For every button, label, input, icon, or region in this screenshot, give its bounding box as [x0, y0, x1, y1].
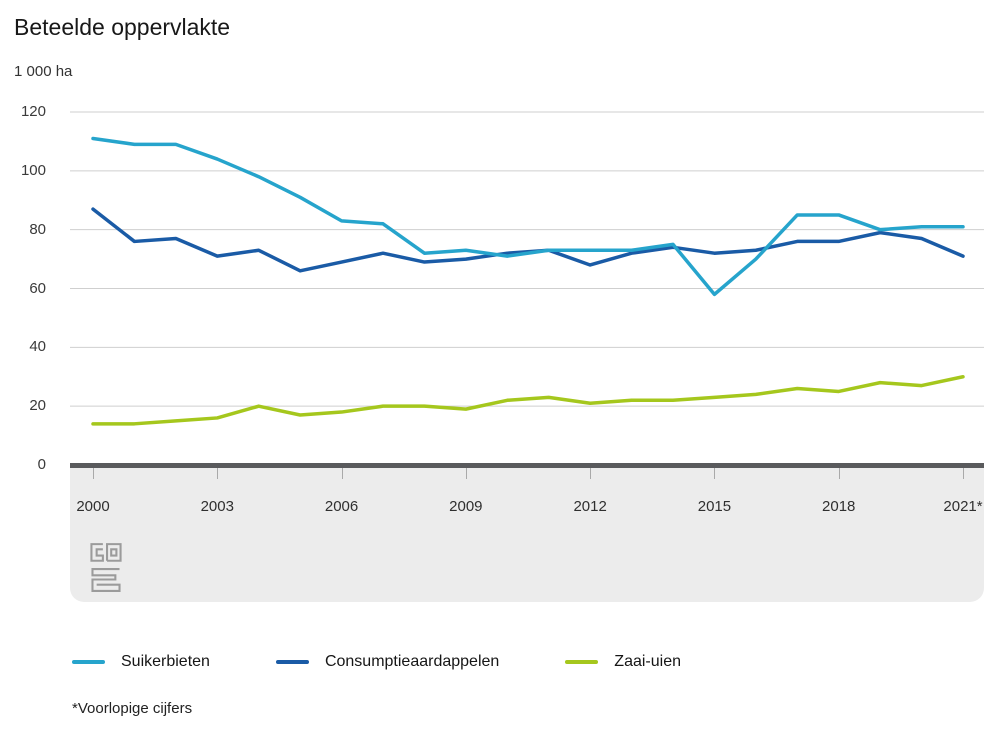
chart-title: Beteelde oppervlakte: [14, 14, 231, 40]
legend-swatch-consumptieaardappelen: [275, 660, 309, 664]
x-tick-label: 2021*: [943, 498, 983, 515]
x-tick-label: 2000: [76, 498, 110, 515]
y-tick-label: 0: [37, 456, 46, 473]
series-line-suikerbieten: [91, 136, 965, 297]
series-line-consumptieaardappelen: [91, 207, 965, 273]
x-tick-mark: [93, 468, 94, 479]
x-tick-label: 2009: [449, 498, 483, 515]
x-tick-mark: [465, 468, 467, 479]
legend-item-consumptieaardappelen: Consumptieaardappelen: [275, 653, 500, 671]
legend-item-suikerbieten: Suikerbieten: [72, 653, 210, 671]
x-tick-label: 2018: [822, 498, 856, 515]
x-tick-label: 2012: [573, 498, 607, 515]
x-axis-line: [70, 463, 984, 468]
x-tick-mark: [217, 468, 219, 479]
x-tick-mark: [963, 468, 964, 479]
y-tick-label: 80: [29, 220, 46, 238]
footnote: *Voorlopige cijfers: [72, 700, 193, 717]
chart-legend: Suikerbieten Consumptieaardappelen Zaai-…: [72, 653, 681, 671]
cbs-logo-icon: [90, 543, 122, 592]
legend-label-suikerbieten: Suikerbieten: [121, 653, 210, 670]
x-axis-band: 2000 2003 2006 2009 2012 2015 2018 2021*: [70, 468, 984, 602]
x-tick-mark: [714, 468, 716, 479]
x-tick-label: 2015: [697, 498, 732, 515]
x-tick-mark: [838, 468, 840, 479]
y-axis-unit-label: 1 000 ha: [14, 63, 73, 80]
x-tick-mark: [590, 468, 592, 479]
x-tick-label: 2003: [200, 498, 234, 515]
legend-swatch-zaai-uien: [565, 660, 599, 664]
series-line-zaai-uien: [91, 375, 965, 426]
y-tick-label: 40: [29, 338, 46, 356]
legend-swatch-suikerbieten: [72, 660, 105, 664]
y-tick-label: 60: [29, 279, 46, 297]
legend-item-zaai-uien: Zaai-uien: [565, 653, 681, 671]
x-tick-label: 2006: [324, 498, 359, 515]
legend-label-zaai-uien: Zaai-uien: [614, 653, 681, 670]
y-tick-label: 100: [20, 161, 46, 179]
y-tick-label: 120: [20, 103, 46, 120]
legend-label-consumptieaardappelen: Consumptieaardappelen: [324, 653, 500, 670]
y-tick-label: 20: [29, 397, 46, 415]
x-tick-mark: [341, 468, 343, 479]
